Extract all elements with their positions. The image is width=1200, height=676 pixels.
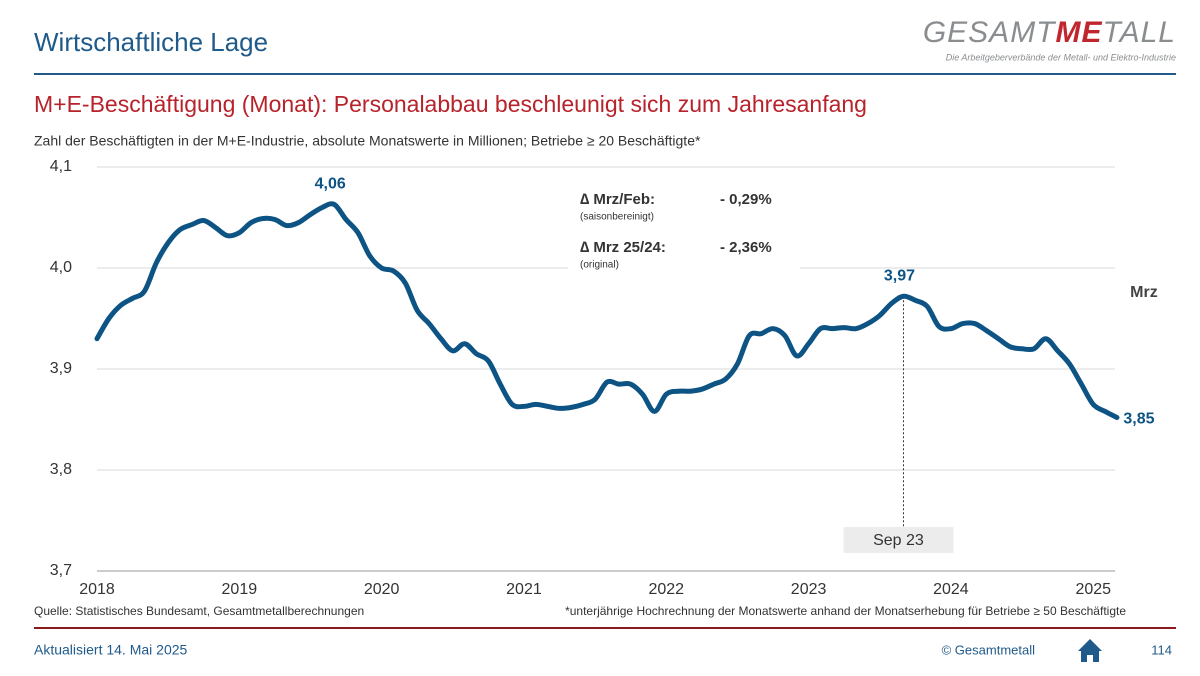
info-label: ∆ Mrz 25/24: xyxy=(580,239,666,256)
x-tick-label: 2022 xyxy=(648,581,684,598)
last-period-label: Mrz xyxy=(1130,284,1158,301)
data-label: 3,85 xyxy=(1123,411,1154,428)
logo-part: ME xyxy=(1056,16,1103,49)
highlight-box xyxy=(843,527,954,553)
series-line xyxy=(94,201,1120,420)
x-tick-label: 2018 xyxy=(79,581,115,598)
header-title: Wirtschaftliche Lage xyxy=(34,27,268,57)
copyright: © Gesamtmetall xyxy=(942,642,1035,657)
logo-part: TALL xyxy=(1103,16,1176,49)
footnote: *unterjährige Hochrechnung der Monatswer… xyxy=(565,604,1126,618)
highlight-label: Sep 23 xyxy=(873,532,924,549)
logo-part: GESAMT xyxy=(923,16,1057,49)
chart-subtitle: Zahl der Beschäftigten in der M+E-Indust… xyxy=(34,133,701,149)
x-tick-label: 2019 xyxy=(222,581,258,598)
chart-title: M+E-Beschäftigung (Monat): Personalabbau… xyxy=(34,91,867,117)
source: Quelle: Statistisches Bundesamt, Gesamtm… xyxy=(34,604,364,618)
page-number: 114 xyxy=(1151,642,1172,657)
plot: 3,7 3,8 3,9 4,0 4,1 ∆ Mrz/Feb: (saisonbereinig… xyxy=(50,158,1158,598)
info-note: (original) xyxy=(580,260,619,271)
y-tick-label: 3,8 xyxy=(50,461,72,478)
x-tick-label: 2020 xyxy=(364,581,400,598)
data-label: 4,06 xyxy=(315,176,346,193)
x-tick-label: 2024 xyxy=(933,581,969,598)
logo-subtitle: Die Arbeitgeberverbände der Metall- und … xyxy=(946,52,1176,62)
logo: GESAMTMETALL xyxy=(923,16,1176,49)
updated: Aktualisiert 14. Mai 2025 xyxy=(34,642,188,658)
info-label: ∆ Mrz/Feb: xyxy=(580,191,655,208)
info-value: - 0,29% xyxy=(720,191,772,208)
y-tick-label: 4,0 xyxy=(50,259,72,276)
x-tick-label: 2025 xyxy=(1075,581,1111,598)
y-tick-label: 3,9 xyxy=(50,360,72,377)
info-note: (saisonbereinigt) xyxy=(580,212,654,223)
info-value: - 2,36% xyxy=(720,239,772,256)
info-box xyxy=(568,182,800,276)
x-tick-label: 2023 xyxy=(791,581,827,598)
y-tick-label: 4,1 xyxy=(50,158,72,175)
data-label: 3,97 xyxy=(884,267,915,284)
home-icon[interactable] xyxy=(1078,639,1102,662)
x-tick-label: 2021 xyxy=(506,581,542,598)
y-tick-label: 3,7 xyxy=(50,562,72,579)
